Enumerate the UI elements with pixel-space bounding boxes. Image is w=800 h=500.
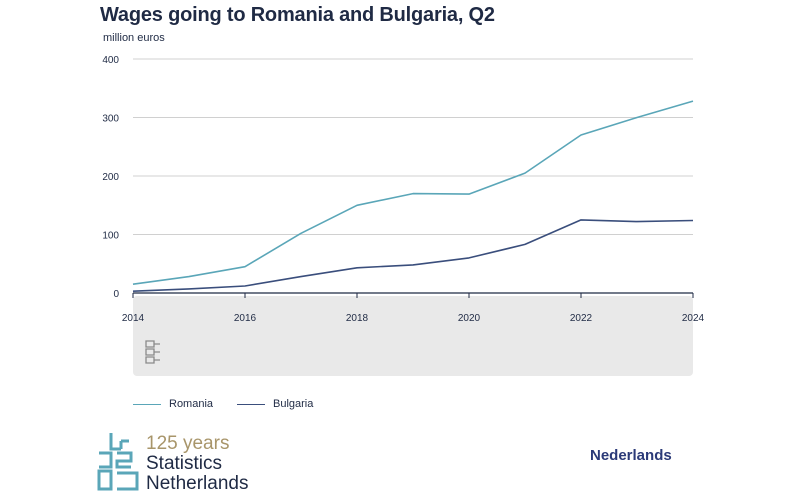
- y-tick-label: 0: [113, 289, 119, 300]
- brand-text: 125 years Statistics Netherlands: [146, 434, 248, 494]
- y-axis-unit-label: million euros: [103, 32, 165, 44]
- brand-org-line2: Netherlands: [146, 473, 249, 494]
- axis-panel: [133, 296, 693, 376]
- legend-item-bulgaria: Bulgaria: [237, 398, 313, 410]
- y-tick-label: 200: [102, 172, 119, 183]
- legend-item-romania: Romania: [133, 398, 213, 410]
- y-tick-label: 400: [102, 55, 119, 66]
- legend-label-romania: Romania: [169, 398, 214, 410]
- x-tick-labels: 2014 2016 2018 2020 2022 2024: [122, 293, 705, 324]
- brand-years: 125 years: [146, 433, 230, 454]
- language-link-nederlands[interactable]: Nederlands: [590, 447, 672, 464]
- line-chart: 0 100 200 300 400 2014 2016 2018 2020 2022 2024: [102, 55, 705, 376]
- data-series: [132, 100, 694, 292]
- gridlines: [133, 58, 693, 294]
- x-tick-label: 2022: [570, 313, 593, 324]
- x-tick-label: 2024: [682, 313, 705, 324]
- y-tick-label: 300: [102, 114, 119, 125]
- legend-swatch-romania: [133, 403, 161, 405]
- legend-swatch-bulgaria: [237, 403, 265, 405]
- brand-org-line1: Statistics: [146, 453, 223, 474]
- x-tick-label: 2016: [234, 313, 257, 324]
- y-tick-labels: 0 100 200 300 400: [102, 55, 119, 300]
- series-line-bulgaria: [132, 219, 694, 292]
- y-tick-label: 100: [102, 231, 119, 242]
- cbs-watermark-icon: [145, 340, 160, 364]
- x-tick-label: 2020: [458, 313, 481, 324]
- legend-label-bulgaria: Bulgaria: [273, 398, 314, 410]
- chart-title: Wages going to Romania and Bulgaria, Q2: [100, 4, 495, 26]
- cbs-logo-icon: [97, 433, 139, 491]
- series-line-romania: [132, 100, 694, 285]
- x-tick-label: 2014: [122, 313, 145, 324]
- x-tick-label: 2018: [346, 313, 369, 324]
